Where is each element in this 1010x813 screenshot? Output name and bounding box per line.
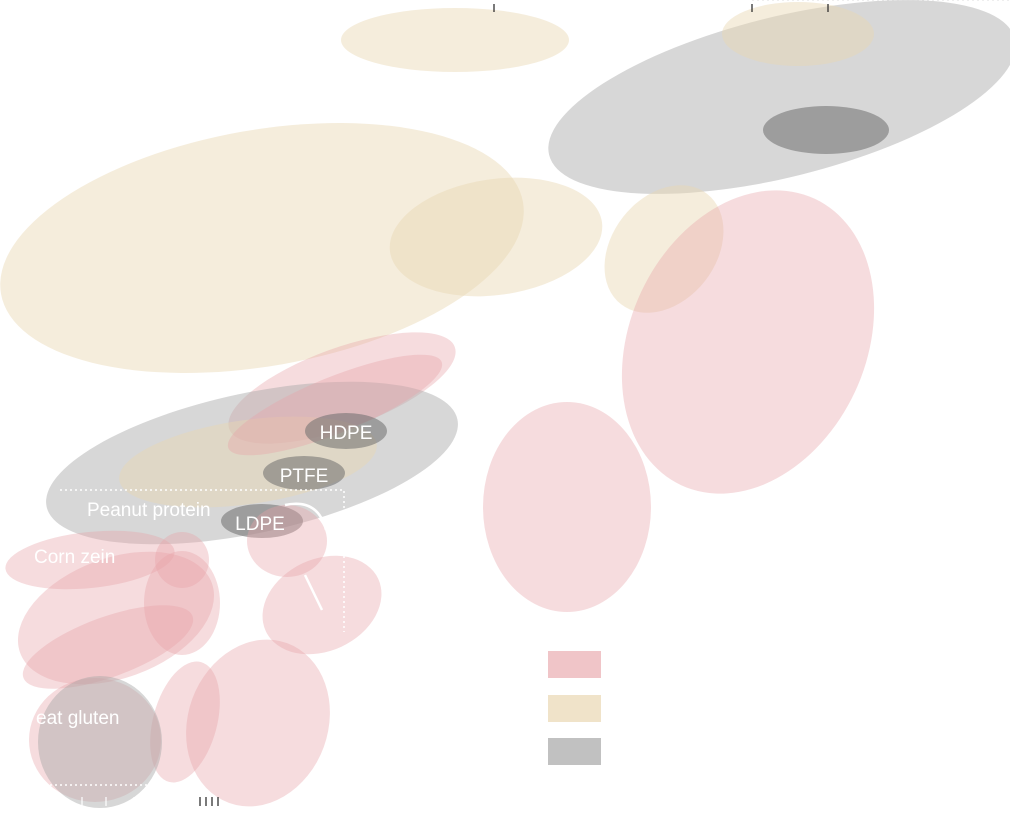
bubble-pink-16 bbox=[5, 530, 175, 590]
bubble-pink-23 bbox=[186, 639, 330, 807]
legend bbox=[548, 651, 601, 765]
point-label-4: Corn zein bbox=[34, 547, 115, 568]
bubble-pink-17 bbox=[155, 532, 209, 588]
legend-swatch-beige bbox=[548, 695, 601, 722]
bubble-dark-3 bbox=[763, 106, 889, 154]
bubble-pink-18 bbox=[17, 551, 215, 685]
bubble-pink-7 bbox=[621, 190, 875, 494]
bubble-dark-13 bbox=[305, 413, 387, 449]
bubble-pink-19 bbox=[22, 605, 194, 689]
bubble-pink-22 bbox=[262, 555, 382, 655]
white-leader-line bbox=[303, 574, 324, 611]
bubble-pink-24 bbox=[150, 661, 220, 783]
label-layer: HDPE PTFE LDPE Peanut protein Corn zein eat g… bbox=[34, 423, 372, 729]
white-arc-bracket bbox=[284, 502, 328, 531]
point-label-0: HDPE bbox=[320, 423, 373, 444]
bubble-beige-5 bbox=[389, 177, 603, 297]
bubble-pink-8 bbox=[483, 402, 651, 612]
overlay-layer bbox=[30, 0, 1010, 806]
bubble-pink-12 bbox=[227, 354, 443, 456]
bubble-pink-25 bbox=[29, 678, 161, 802]
point-label-3: Peanut protein bbox=[87, 500, 211, 521]
bubble-pink-21 bbox=[247, 505, 327, 577]
legend-swatch-pink bbox=[548, 651, 601, 678]
legend-swatch-gray bbox=[548, 738, 601, 765]
bubble-dark-15 bbox=[221, 504, 303, 538]
point-label-2: LDPE bbox=[235, 514, 285, 535]
bubble-gray-1 bbox=[548, 0, 1010, 194]
bubble-beige-6 bbox=[604, 185, 724, 313]
bubble-gray-26 bbox=[38, 676, 162, 808]
bubble-pink-9 bbox=[228, 332, 456, 444]
bubble-beige-2 bbox=[722, 2, 874, 66]
point-label-1: PTFE bbox=[280, 466, 329, 487]
point-label-5: eat gluten bbox=[36, 708, 119, 729]
bubble-dark-14 bbox=[263, 456, 345, 490]
bubble-beige-0 bbox=[341, 8, 569, 72]
bubble-beige-4 bbox=[0, 123, 524, 373]
bubble-pink-20 bbox=[144, 551, 220, 655]
